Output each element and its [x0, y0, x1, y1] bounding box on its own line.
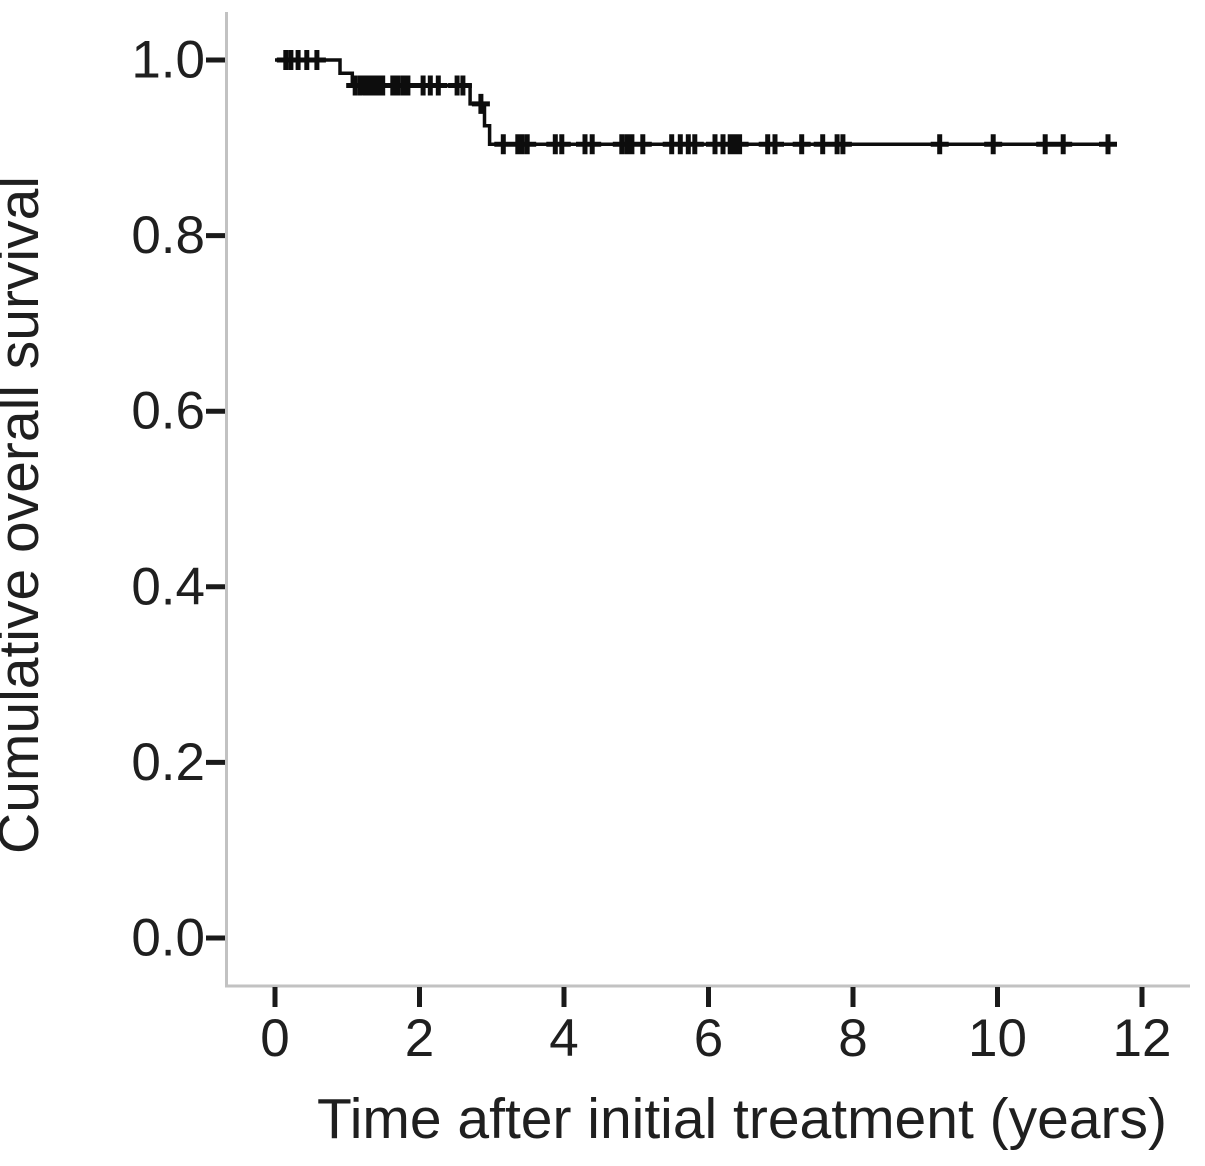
x-tick-label: 4: [549, 1009, 578, 1068]
x-tick-label: 6: [694, 1009, 723, 1068]
y-tick-label: 1.0: [131, 31, 205, 90]
y-tick-label: 0.0: [131, 909, 205, 968]
y-tick-label: 0.2: [131, 733, 205, 792]
x-tick-label: 12: [1113, 1009, 1172, 1068]
axes-layer: [225, 12, 1190, 988]
survival-curve-layer: [275, 50, 1117, 155]
y-axis-title: Cumulative overall survival: [0, 176, 51, 854]
ticks-layer: 0.0 0.2 0.4 0.6 0.8 1.0 0 2 4 6 8 10 12: [131, 31, 1171, 1069]
x-axis-title: Time after initial treatment (years): [317, 1087, 1167, 1151]
y-tick-label: 0.6: [131, 382, 205, 441]
y-tick-label: 0.4: [131, 557, 205, 616]
survival-step-curve: [275, 58, 1114, 147]
x-tick-label: 0: [260, 1009, 289, 1068]
x-tick-label: 10: [968, 1009, 1027, 1068]
x-tick-label: 8: [838, 1009, 867, 1068]
censor-plus-marks: [276, 50, 1117, 155]
y-tick-label: 0.8: [131, 206, 205, 265]
x-tick-label: 2: [405, 1009, 434, 1068]
